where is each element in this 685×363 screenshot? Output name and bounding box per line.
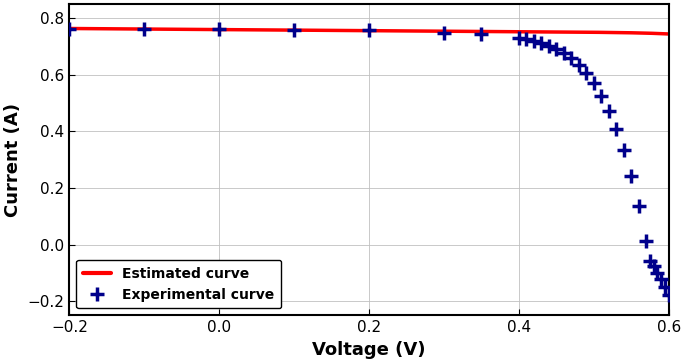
Experimental curve — [365, 28, 373, 33]
Experimental curve — [664, 293, 673, 297]
Experimental curve — [290, 28, 298, 32]
Experimental curve — [537, 41, 545, 45]
Experimental curve — [627, 174, 636, 178]
Experimental curve — [590, 81, 598, 86]
Line: Experimental curve: Experimental curve — [62, 21, 675, 302]
Estimated curve — [127, 27, 135, 31]
Estimated curve — [477, 29, 485, 33]
Experimental curve — [440, 30, 448, 35]
Experimental curve — [522, 37, 530, 41]
Estimated curve — [664, 32, 673, 36]
Experimental curve — [605, 109, 613, 113]
Experimental curve — [65, 26, 73, 31]
Estimated curve — [65, 26, 73, 31]
Experimental curve — [661, 285, 669, 289]
Experimental curve — [649, 264, 658, 269]
Estimated curve — [533, 30, 541, 34]
Experimental curve — [560, 51, 568, 56]
Experimental curve — [634, 204, 643, 208]
Experimental curve — [582, 71, 590, 76]
Line: Estimated curve: Estimated curve — [69, 29, 669, 34]
Experimental curve — [545, 44, 553, 48]
Experimental curve — [575, 63, 583, 68]
Experimental curve — [657, 277, 665, 281]
Estimated curve — [329, 28, 338, 33]
Experimental curve — [620, 148, 628, 152]
Y-axis label: Current (A): Current (A) — [4, 103, 22, 217]
Experimental curve — [140, 27, 149, 31]
Experimental curve — [215, 27, 223, 32]
Experimental curve — [530, 39, 538, 43]
Experimental curve — [552, 47, 560, 51]
Experimental curve — [515, 36, 523, 40]
Experimental curve — [646, 258, 654, 263]
X-axis label: Voltage (V): Voltage (V) — [312, 341, 426, 359]
Experimental curve — [653, 270, 662, 275]
Experimental curve — [597, 93, 606, 98]
Experimental curve — [642, 238, 650, 243]
Estimated curve — [308, 28, 316, 32]
Legend: Estimated curve, Experimental curve: Estimated curve, Experimental curve — [77, 260, 282, 309]
Experimental curve — [477, 32, 486, 36]
Experimental curve — [567, 56, 575, 61]
Estimated curve — [543, 30, 551, 34]
Experimental curve — [612, 126, 621, 131]
